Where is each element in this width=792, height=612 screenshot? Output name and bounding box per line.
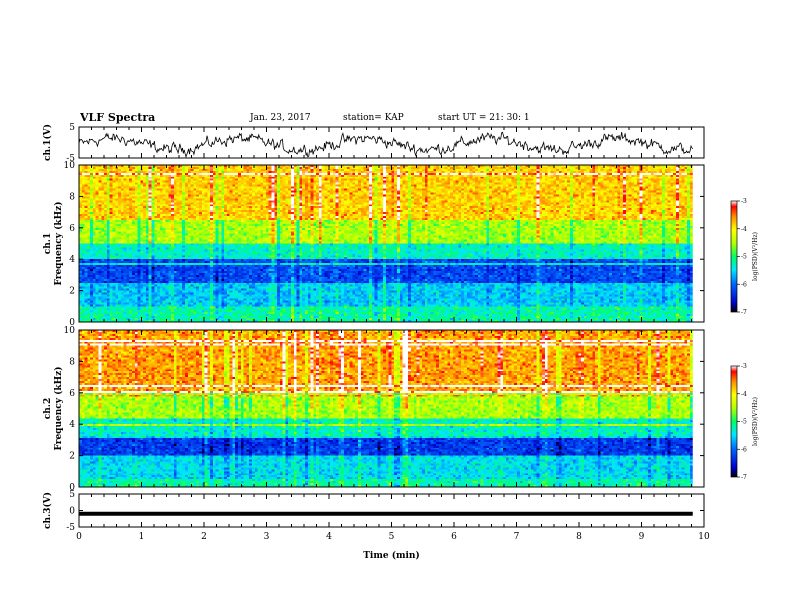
ch1-waveform-trace <box>78 131 694 159</box>
x-axis-label: Time (min) <box>363 550 420 561</box>
spec1-ytick-label: 2 <box>69 287 75 297</box>
colorbar-tick-label: -6 <box>741 281 747 288</box>
spec2-ytick-label: 10 <box>64 326 76 336</box>
spec1-ytick-label: 0 <box>69 318 75 328</box>
x-tick-label: 10 <box>698 532 710 542</box>
spec1-ytick-label: 10 <box>64 161 76 171</box>
spec1-ytick-label: 8 <box>69 192 75 202</box>
colorbar-tick-label: -7 <box>741 474 747 481</box>
spec1-ytick-label: 4 <box>69 255 75 265</box>
colorbar-tick-label: -5 <box>741 254 747 261</box>
x-tick-label: 5 <box>389 532 395 542</box>
ch3-wave-ytick-label: 0 <box>69 507 75 517</box>
colorbar-tick-label: -5 <box>741 419 747 426</box>
chart-title: VLF Spectra <box>80 111 156 124</box>
ch3-wave-ytick-label: -5 <box>66 523 75 533</box>
colorbar-2 <box>730 365 738 478</box>
colorbar-tick-label: -4 <box>741 226 747 233</box>
spec1-ytick-label: 6 <box>69 224 75 234</box>
spectrogram-ylabel2-2: Frequency (kHz) <box>53 366 64 450</box>
spectrogram-ylabel-1: ch.1 <box>43 233 53 254</box>
spec2-ytick-label: 2 <box>69 452 75 462</box>
x-tick-label: 6 <box>451 532 457 542</box>
spectrogram-ylabel2-1: Frequency (kHz) <box>53 201 64 285</box>
spectrogram-ylabel-2: ch.2 <box>43 398 53 419</box>
ch3-waveform-ylabel: ch.3(V) <box>42 492 53 529</box>
colorbar-tick-label: -7 <box>741 309 747 316</box>
x-tick-label: 2 <box>201 532 207 542</box>
spectrogram-1 <box>79 165 693 322</box>
x-tick-label: 9 <box>639 532 645 542</box>
colorbar-label-2: log(PSD)(V²/Hz) <box>752 397 759 446</box>
colorbar-tick-label: -4 <box>741 391 747 398</box>
ch1-waveform-ylabel: ch.1(V) <box>42 124 53 161</box>
start-time-label: start UT = 21: 30: 1 <box>438 113 530 123</box>
spec2-ytick-label: 4 <box>69 420 75 430</box>
ch1-wave-ytick-label: 5 <box>69 123 75 133</box>
x-tick-label: 8 <box>576 532 582 542</box>
x-tick-label: 7 <box>514 532 520 542</box>
colorbar-tick-label: -3 <box>741 363 747 370</box>
spec2-ytick-label: 0 <box>69 483 75 493</box>
colorbar-1 <box>730 200 738 313</box>
ch1-wave-ytick-label: -5 <box>66 154 75 164</box>
station-label: station= KAP <box>343 113 404 123</box>
x-tick-label: 3 <box>264 532 270 542</box>
date-label: Jan. 23, 2017 <box>250 113 311 123</box>
x-tick-label: 1 <box>139 532 145 542</box>
spectrogram-2 <box>79 330 693 487</box>
x-tick-label: 4 <box>326 532 332 542</box>
x-tick-label: 0 <box>76 532 82 542</box>
colorbar-tick-label: -3 <box>741 198 747 205</box>
spec2-ytick-label: 6 <box>69 389 75 399</box>
ch3-wave-ytick-label: 5 <box>69 490 75 500</box>
colorbar-tick-label: -6 <box>741 446 747 453</box>
spec2-ytick-label: 8 <box>69 357 75 367</box>
colorbar-label-1: log(PSD)(V²/Hz) <box>752 232 759 281</box>
